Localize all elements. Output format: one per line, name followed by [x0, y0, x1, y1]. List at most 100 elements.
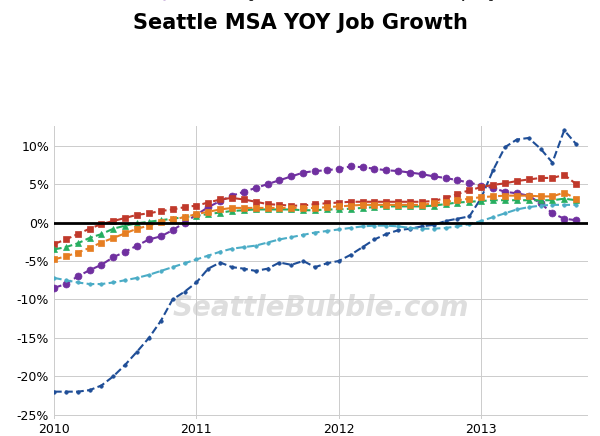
Construction [240, 266, 247, 271]
Finance/RE [145, 272, 152, 277]
Manufacturing [252, 185, 259, 191]
Construction [169, 297, 176, 302]
Everything Else [205, 211, 212, 217]
Overall [311, 205, 319, 211]
Everything Else [502, 198, 509, 203]
Finance/RE [560, 202, 568, 208]
Everything Else [335, 207, 343, 212]
Manufacturing [264, 181, 271, 187]
Manufacturing [406, 170, 413, 175]
Construction [418, 224, 425, 229]
Manufacturing [217, 198, 224, 204]
Finance/RE [276, 237, 283, 242]
Finance/RE [572, 202, 580, 208]
Retail [193, 203, 200, 208]
Finance/RE [406, 225, 413, 231]
Finance/RE [252, 243, 259, 248]
Retail [110, 218, 117, 224]
Construction [478, 195, 485, 201]
Overall [205, 209, 212, 215]
Overall [549, 194, 556, 199]
Finance/RE [430, 226, 437, 231]
Retail [133, 212, 140, 218]
Overall [359, 202, 366, 208]
Construction [276, 260, 283, 265]
Manufacturing [50, 285, 58, 290]
Manufacturing [133, 243, 140, 248]
Construction [383, 232, 390, 237]
Retail [264, 201, 271, 207]
Everything Else [537, 198, 544, 203]
Manufacturing [442, 175, 449, 181]
Everything Else [288, 207, 295, 212]
Manufacturing [371, 166, 378, 171]
Retail [74, 232, 82, 237]
Overall [454, 198, 461, 203]
Overall [62, 254, 70, 259]
Retail [145, 211, 152, 216]
Everything Else [122, 223, 129, 228]
Construction [98, 383, 105, 388]
Retail [229, 195, 236, 201]
Construction [157, 318, 164, 324]
Line: Finance/RE: Finance/RE [50, 201, 580, 287]
Overall [145, 223, 152, 228]
Manufacturing [299, 170, 307, 175]
Overall [395, 202, 402, 208]
Construction [74, 389, 82, 394]
Manufacturing [288, 174, 295, 179]
Overall [98, 240, 105, 245]
Everything Else [62, 245, 70, 250]
Construction [86, 388, 93, 393]
Everything Else [145, 219, 152, 225]
Overall [502, 193, 509, 198]
Retail [217, 197, 224, 202]
Finance/RE [181, 261, 188, 266]
Finance/RE [513, 207, 520, 212]
Everything Else [74, 241, 82, 246]
Overall [347, 203, 354, 208]
Retail [418, 199, 425, 204]
Manufacturing [549, 211, 556, 216]
Construction [288, 262, 295, 267]
Overall [217, 207, 224, 212]
Everything Else [359, 205, 366, 211]
Retail [335, 200, 343, 205]
Manufacturing [169, 228, 176, 233]
Retail [525, 177, 532, 182]
Finance/RE [323, 228, 331, 234]
Construction [264, 266, 271, 271]
Text: SeattleBubble.com: SeattleBubble.com [173, 293, 469, 322]
Everything Else [252, 207, 259, 212]
Manufacturing [502, 189, 509, 194]
Overall [110, 235, 117, 241]
Retail [299, 203, 307, 208]
Construction [110, 374, 117, 379]
Overall [288, 205, 295, 211]
Everything Else [383, 204, 390, 209]
Retail [157, 208, 164, 214]
Construction [62, 389, 70, 394]
Everything Else [454, 200, 461, 205]
Line: Manufacturing: Manufacturing [50, 163, 580, 291]
Overall [513, 193, 520, 198]
Everything Else [323, 207, 331, 212]
Retail [240, 197, 247, 202]
Everything Else [98, 232, 105, 237]
Manufacturing [110, 255, 117, 260]
Manufacturing [395, 168, 402, 174]
Manufacturing [430, 174, 437, 179]
Manufacturing [572, 218, 580, 223]
Line: Everything Else: Everything Else [51, 196, 579, 252]
Retail [50, 242, 58, 247]
Retail [490, 182, 497, 187]
Finance/RE [537, 203, 544, 208]
Retail [513, 178, 520, 184]
Finance/RE [502, 211, 509, 216]
Manufacturing [240, 189, 247, 194]
Overall [560, 190, 568, 195]
Manufacturing [122, 249, 129, 254]
Overall [74, 250, 82, 255]
Finance/RE [288, 235, 295, 240]
Overall [371, 202, 378, 208]
